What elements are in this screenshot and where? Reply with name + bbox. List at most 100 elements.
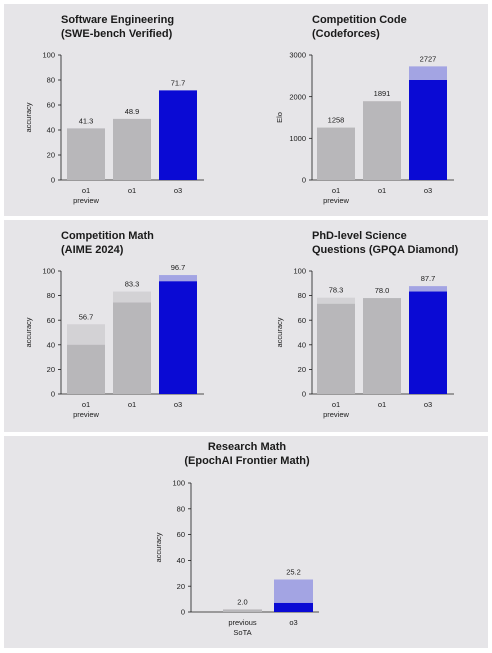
category-label: o3 <box>174 186 182 195</box>
y-tick-label: 100 <box>42 51 55 60</box>
chart-title-line: Competition Code <box>312 14 407 26</box>
y-axis-label: Elo <box>275 112 284 123</box>
bar <box>113 118 151 180</box>
y-tick-label: 60 <box>47 101 55 110</box>
bar <box>113 302 151 394</box>
bar-value-label: 56.7 <box>79 312 94 321</box>
bar-value-label: 71.7 <box>171 78 186 87</box>
chart-title-line: Questions (GPQA Diamond) <box>312 244 459 256</box>
bar-value-label: 48.9 <box>125 107 140 116</box>
y-axis-label: accuracy <box>24 102 33 132</box>
y-axis-label: accuracy <box>24 317 33 347</box>
category-label: o1 <box>378 400 386 409</box>
bar-value-label: 2727 <box>420 54 437 63</box>
y-tick-label: 60 <box>177 530 185 539</box>
top-panel: Software Engineering (SWE-bench Verified)… <box>4 4 488 216</box>
y-tick-label: 20 <box>177 582 185 591</box>
category-label: previous <box>228 618 257 627</box>
category-label: o1 <box>128 186 136 195</box>
y-tick-label: 0 <box>302 390 306 399</box>
chart-title-line: (SWE-bench Verified) <box>61 28 173 40</box>
y-tick-label: 40 <box>47 340 55 349</box>
y-tick-label: 2000 <box>289 92 306 101</box>
y-tick-label: 100 <box>293 267 306 276</box>
chart-title-line: (EpochAI Frontier Math) <box>184 455 310 467</box>
chart-2: Competition Math (AIME 2024) accuracy 0 20 40… <box>24 230 204 419</box>
chart-title-line: PhD-level Science <box>312 230 407 242</box>
chart-title-line: (Codeforces) <box>312 28 380 40</box>
bar-value-label: 87.7 <box>421 274 436 283</box>
chart-frontier-math: Research Math (EpochAI Frontier Math) accu… <box>154 441 319 637</box>
chart-3: PhD-level Science Questions (GPQA Diamond… <box>275 230 459 419</box>
y-tick-label: 80 <box>47 291 55 300</box>
y-tick-label: 1000 <box>289 134 306 143</box>
bar <box>159 90 197 180</box>
bar-value-label: 96.7 <box>171 263 186 272</box>
category-label: o1 <box>378 186 386 195</box>
bar <box>223 609 262 612</box>
y-axis-label: accuracy <box>154 532 163 562</box>
y-tick-label: 20 <box>47 151 55 160</box>
y-tick-label: 40 <box>177 556 185 565</box>
y-tick-label: 20 <box>47 365 55 374</box>
category-label: preview <box>323 410 349 419</box>
bar-value-label: 2.0 <box>237 597 247 606</box>
category-label: o1 <box>82 186 90 195</box>
bar-value-label: 78.0 <box>375 286 390 295</box>
bar <box>409 80 447 180</box>
y-tick-label: 40 <box>298 340 306 349</box>
bar <box>67 128 105 180</box>
chart-title-line: Software Engineering <box>61 14 174 26</box>
category-label: o3 <box>424 186 432 195</box>
bar-value-label: 41.3 <box>79 116 94 125</box>
chart-title-line: Research Math <box>208 441 287 453</box>
bar-value-label: 83.3 <box>125 280 140 289</box>
chart-4: Research Math (EpochAI Frontier Math) accu… <box>154 441 319 637</box>
bar <box>274 602 313 612</box>
y-tick-label: 20 <box>298 365 306 374</box>
y-tick-label: 0 <box>51 176 55 185</box>
chart-aime: Competition Math (AIME 2024) accuracy 0 20 40… <box>24 230 459 419</box>
y-tick-label: 0 <box>181 608 185 617</box>
category-label: o3 <box>289 618 297 627</box>
category-label: preview <box>323 196 349 205</box>
y-tick-label: 100 <box>172 479 185 488</box>
y-axis-label: accuracy <box>275 317 284 347</box>
y-tick-label: 80 <box>177 504 185 513</box>
bar-value-label: 1258 <box>328 116 345 125</box>
chart-0: Software Engineering (SWE-bench Verified)… <box>24 14 204 205</box>
bar <box>363 101 401 180</box>
bar <box>67 344 105 394</box>
category-label: o1 <box>332 186 340 195</box>
bar <box>409 291 447 394</box>
category-label: SoTA <box>233 628 251 637</box>
category-label: preview <box>73 196 99 205</box>
y-tick-label: 100 <box>42 267 55 276</box>
y-tick-label: 3000 <box>289 51 306 60</box>
y-tick-label: 80 <box>298 291 306 300</box>
chart-title-line: (AIME 2024) <box>61 244 124 256</box>
bar-value-label: 25.2 <box>286 567 301 576</box>
category-label: o1 <box>128 400 136 409</box>
bar <box>363 298 401 394</box>
y-tick-label: 60 <box>47 316 55 325</box>
chart-swe-bench: Software Engineering (SWE-bench Verified)… <box>24 14 454 205</box>
category-label: o3 <box>174 400 182 409</box>
category-label: o1 <box>82 400 90 409</box>
y-tick-label: 80 <box>47 76 55 85</box>
chart-1: Competition Code (Codeforces) Elo 0 1000 2000… <box>275 14 454 205</box>
bar <box>159 281 197 394</box>
bar-value-label: 78.3 <box>329 286 344 295</box>
y-tick-label: 40 <box>47 126 55 135</box>
y-tick-label: 0 <box>51 390 55 399</box>
y-tick-label: 60 <box>298 316 306 325</box>
category-label: o3 <box>424 400 432 409</box>
y-tick-label: 0 <box>302 176 306 185</box>
middle-panel: Competition Math (AIME 2024) accuracy 0 20 40… <box>4 220 488 432</box>
bottom-panel: Research Math (EpochAI Frontier Math) accu… <box>4 436 488 648</box>
bar <box>317 303 355 394</box>
bar-value-label: 1891 <box>374 89 391 98</box>
category-label: o1 <box>332 400 340 409</box>
bar <box>317 127 355 180</box>
chart-title-line: Competition Math <box>61 230 154 242</box>
